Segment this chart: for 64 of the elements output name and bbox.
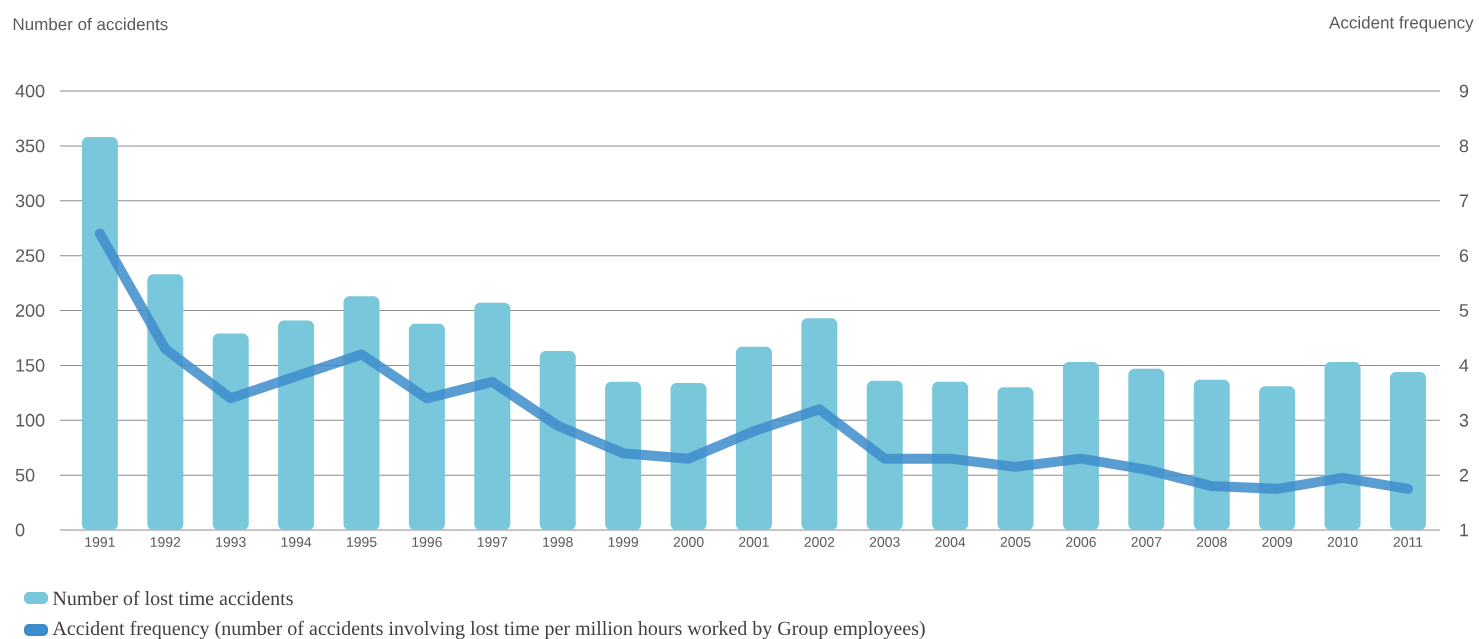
x-tick-label: 2011 bbox=[1393, 537, 1423, 547]
x-tick-label: 1994 bbox=[281, 537, 312, 547]
legend-label: Accident frequency (number of accidents involving lost time per million hours worked by Group employees) bbox=[52, 620, 925, 639]
bar bbox=[408, 323, 445, 531]
bar bbox=[81, 137, 118, 531]
bar bbox=[1324, 362, 1361, 531]
y2-tick-label: 3 bbox=[1459, 413, 1469, 427]
bar bbox=[147, 274, 184, 531]
bar bbox=[1128, 368, 1165, 531]
bar bbox=[343, 296, 380, 531]
bar bbox=[278, 320, 315, 531]
y-tick-label: 200 bbox=[15, 304, 45, 317]
bar bbox=[1193, 379, 1230, 531]
y-tick-label: 350 bbox=[15, 139, 45, 153]
x-tick-label: 1992 bbox=[150, 537, 181, 547]
x-tick-label: 2008 bbox=[1196, 537, 1227, 547]
x-tick-label: 2005 bbox=[1000, 537, 1031, 547]
y-tick-label: 0 bbox=[15, 523, 25, 537]
bar bbox=[997, 387, 1034, 531]
y2-tick-label: 7 bbox=[1459, 194, 1469, 207]
bar bbox=[801, 318, 838, 531]
x-tick-label: 2003 bbox=[869, 537, 900, 547]
x-tick-label: 1999 bbox=[608, 537, 639, 547]
y2-tick-label: 4 bbox=[1459, 359, 1469, 372]
y2-tick-label: 6 bbox=[1459, 249, 1469, 263]
x-tick-label: 1997 bbox=[477, 537, 508, 547]
bar bbox=[605, 381, 642, 531]
x-tick-label: 2007 bbox=[1131, 537, 1162, 547]
y-tick-label: 100 bbox=[16, 413, 45, 427]
x-tick-label: 1996 bbox=[412, 537, 442, 547]
x-tick-label: 2004 bbox=[935, 537, 966, 547]
y2-tick-label: 2 bbox=[1459, 468, 1469, 482]
y2-tick-label: 5 bbox=[1459, 304, 1469, 317]
y-tick-label: 400 bbox=[15, 84, 45, 98]
y2-tick-label: 9 bbox=[1459, 84, 1469, 98]
y-tick-label: 150 bbox=[16, 359, 45, 372]
x-tick-label: 2006 bbox=[1066, 537, 1096, 547]
y-tick-label: 250 bbox=[15, 249, 45, 263]
bar bbox=[1259, 386, 1296, 531]
bar bbox=[474, 302, 511, 531]
y2-tick-label: 8 bbox=[1459, 139, 1469, 153]
bar bbox=[932, 381, 969, 531]
legend-label: Number of lost time accidents bbox=[52, 590, 293, 606]
bar bbox=[212, 333, 249, 531]
bar bbox=[670, 382, 707, 531]
bar bbox=[539, 351, 576, 531]
bar bbox=[1389, 371, 1426, 531]
x-tick-label: 2001 bbox=[739, 537, 769, 547]
y-tick-label: 50 bbox=[15, 468, 35, 482]
y2-axis-title: Accident frequency bbox=[1329, 16, 1474, 32]
x-tick-label: 2009 bbox=[1262, 537, 1293, 547]
x-tick-label: 2002 bbox=[804, 537, 835, 547]
bar bbox=[1062, 362, 1099, 531]
y-tick-label: 300 bbox=[15, 194, 45, 208]
x-tick-label: 1993 bbox=[216, 537, 246, 547]
x-tick-label: 1998 bbox=[543, 537, 573, 547]
bar bbox=[735, 346, 772, 531]
bar bbox=[866, 380, 903, 531]
y2-tick-label: 1 bbox=[1460, 523, 1469, 537]
x-tick-label: 2010 bbox=[1327, 537, 1358, 547]
x-tick-label: 1991 bbox=[85, 537, 115, 547]
x-tick-label: 1995 bbox=[347, 537, 377, 547]
x-tick-label: 2000 bbox=[673, 537, 704, 547]
y-axis-title: Number of accidents bbox=[13, 17, 168, 31]
